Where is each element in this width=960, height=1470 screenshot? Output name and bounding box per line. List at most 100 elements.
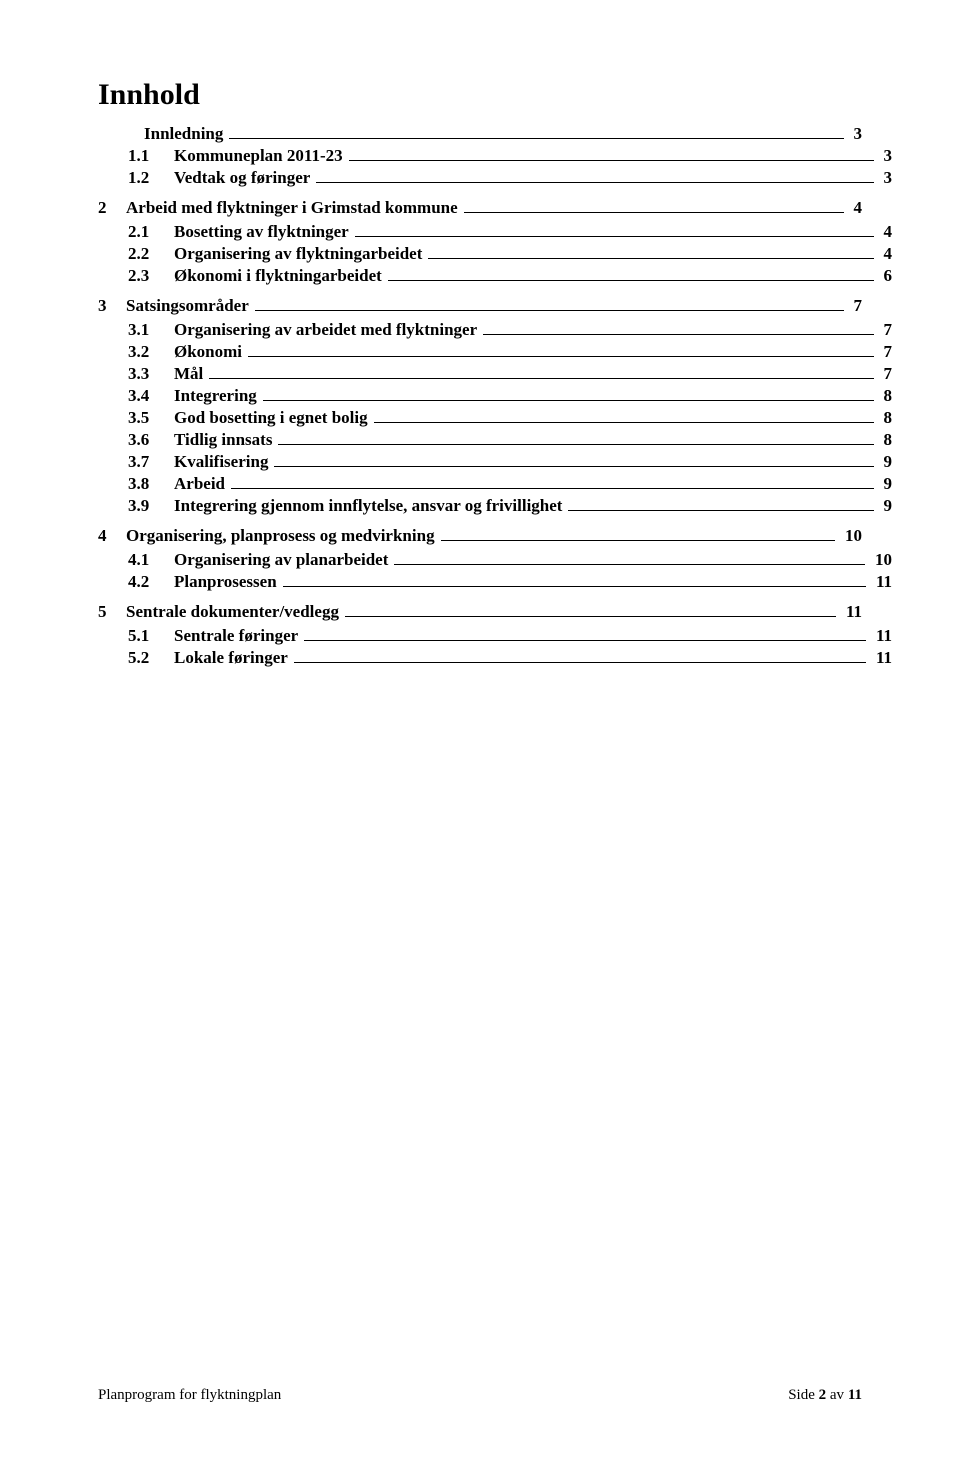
toc-entry-label: Planprosessen — [174, 572, 277, 592]
toc-entry-number: 4 — [98, 526, 126, 546]
toc-entry-number: 5.1 — [128, 626, 174, 646]
toc-entry-number: 3.6 — [128, 430, 174, 450]
toc-entry-number: 3.8 — [128, 474, 174, 494]
toc-row: 4.1Organisering av planarbeidet 10 — [128, 550, 892, 570]
toc-entry-label: Sentrale føringer — [174, 626, 298, 646]
table-of-contents: Innledning31.1Kommuneplan 2011-23 3 1.2Ved… — [98, 124, 862, 668]
toc-row: Innledning3 — [98, 124, 862, 144]
toc-row: 1.2Vedtak og føringer 3 — [128, 168, 892, 188]
toc-entry-page: 3 — [880, 168, 893, 188]
footer-left: Planprogram for flyktningplan — [98, 1387, 281, 1404]
toc-entry-page: 10 — [871, 550, 892, 570]
toc-row: 3.2Økonomi7 — [128, 342, 892, 362]
toc-entry-number: 5.2 — [128, 648, 174, 668]
toc-entry-page: 3 — [880, 146, 893, 166]
toc-row: 1.1Kommuneplan 2011-23 3 — [128, 146, 892, 166]
footer-right-prefix: Side — [788, 1387, 818, 1403]
toc-entry-page: 10 — [841, 526, 862, 546]
toc-leader — [428, 258, 873, 259]
toc-entry-page: 8 — [880, 430, 893, 450]
toc-leader — [441, 540, 835, 541]
toc-entry-number: 1.2 — [128, 168, 174, 188]
toc-leader — [283, 586, 866, 587]
page: Innhold Innledning31.1Kommuneplan 2011-2… — [0, 0, 960, 1470]
toc-leader — [278, 444, 873, 445]
toc-row: 2.2Organisering av flyktningarbeidet 4 — [128, 244, 892, 264]
toc-entry-number: 3.2 — [128, 342, 174, 362]
toc-entry-label: Arbeid med flyktninger i Grimstad kommun… — [126, 198, 458, 218]
toc-row: 3.7Kvalifisering9 — [128, 452, 892, 472]
toc-entry-page: 9 — [880, 474, 893, 494]
toc-entry-number: 4.2 — [128, 572, 174, 592]
toc-entry-number: 3.4 — [128, 386, 174, 406]
toc-leader — [568, 510, 873, 511]
page-title: Innhold — [98, 78, 862, 112]
toc-entry-page: 4 — [880, 244, 893, 264]
toc-entry-page: 11 — [872, 648, 892, 668]
page-footer: Planprogram for flyktningplan Side 2 av … — [98, 1387, 862, 1404]
toc-entry-label: Lokale føringer — [174, 648, 288, 668]
toc-entry-number: 1.1 — [128, 146, 174, 166]
toc-entry-label: Kommuneplan 2011-23 — [174, 146, 343, 166]
toc-entry-number: 3.5 — [128, 408, 174, 428]
toc-entry-number: 2 — [98, 198, 126, 218]
toc-row: 3.5God bosetting i egnet bolig 8 — [128, 408, 892, 428]
toc-row: 5Sentrale dokumenter/vedlegg11 — [98, 602, 862, 622]
toc-entry-label: Arbeid — [174, 474, 225, 494]
toc-leader — [255, 310, 844, 311]
toc-entry-page: 7 — [880, 320, 893, 340]
toc-entry-number: 2.3 — [128, 266, 174, 286]
toc-leader — [231, 488, 874, 489]
toc-entry-number: 3.3 — [128, 364, 174, 384]
toc-entry-label: Bosetting av flyktninger — [174, 222, 349, 242]
toc-entry-label: God bosetting i egnet bolig — [174, 408, 368, 428]
toc-leader — [209, 378, 873, 379]
toc-leader — [345, 616, 836, 617]
toc-entry-label: Organisering av flyktningarbeidet — [174, 244, 422, 264]
toc-entry-number: 2.1 — [128, 222, 174, 242]
toc-row: 3.4Integrering8 — [128, 386, 892, 406]
toc-entry-label: Vedtak og føringer — [174, 168, 310, 188]
toc-entry-number: 5 — [98, 602, 126, 622]
toc-row: 3.8Arbeid 9 — [128, 474, 892, 494]
toc-entry-label: Mål — [174, 364, 203, 384]
toc-entry-label: Kvalifisering — [174, 452, 268, 472]
toc-entry-label: Tidlig innsats — [174, 430, 272, 450]
toc-leader — [483, 334, 873, 335]
toc-leader — [394, 564, 865, 565]
toc-leader — [316, 182, 873, 183]
toc-entry-page: 8 — [880, 408, 893, 428]
toc-row: 4.2Planprosessen11 — [128, 572, 892, 592]
toc-entry-number: 2.2 — [128, 244, 174, 264]
toc-entry-page: 7 — [880, 342, 893, 362]
toc-leader — [248, 356, 873, 357]
toc-row: 2.3Økonomi i flyktningarbeidet 6 — [128, 266, 892, 286]
toc-row: 2.1Bosetting av flyktninger4 — [128, 222, 892, 242]
toc-entry-label: Sentrale dokumenter/vedlegg — [126, 602, 339, 622]
toc-entry-page: 11 — [872, 626, 892, 646]
toc-entry-label: Satsingsområder — [126, 296, 249, 316]
toc-row: 5.1Sentrale føringer 11 — [128, 626, 892, 646]
toc-leader — [263, 400, 874, 401]
toc-entry-number: 3.1 — [128, 320, 174, 340]
toc-row: 2Arbeid med flyktninger i Grimstad kommu… — [98, 198, 862, 218]
toc-entry-page: 4 — [850, 198, 863, 218]
toc-entry-number: 4.1 — [128, 550, 174, 570]
toc-entry-number: 3.9 — [128, 496, 174, 516]
toc-entry-page: 7 — [880, 364, 893, 384]
toc-entry-label: Organisering av planarbeidet — [174, 550, 388, 570]
toc-row: 3Satsingsområder7 — [98, 296, 862, 316]
toc-row: 5.2Lokale føringer 11 — [128, 648, 892, 668]
toc-leader — [464, 212, 844, 213]
toc-leader — [229, 138, 843, 139]
toc-row: 3.3Mål 7 — [128, 364, 892, 384]
toc-leader — [355, 236, 874, 237]
toc-entry-number: 3 — [98, 296, 126, 316]
footer-page-total: 11 — [848, 1387, 862, 1403]
footer-right-sep: av — [826, 1387, 848, 1403]
toc-leader — [294, 662, 866, 663]
toc-entry-label: Integrering — [174, 386, 257, 406]
toc-row: 3.9Integrering gjennom innflytelse, ansv… — [128, 496, 892, 516]
toc-entry-page: 6 — [880, 266, 893, 286]
toc-entry-label: Økonomi i flyktningarbeidet — [174, 266, 382, 286]
